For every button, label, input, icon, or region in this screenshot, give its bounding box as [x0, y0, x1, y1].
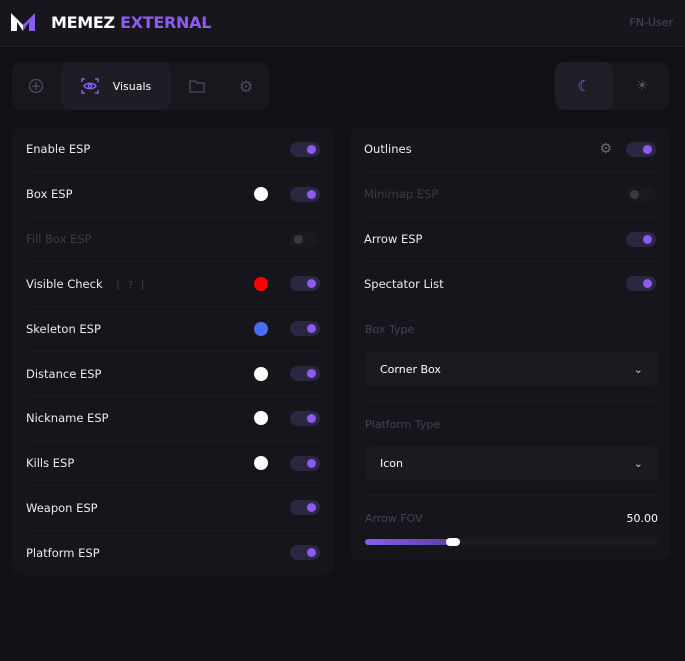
- tab-visuals[interactable]: Visuals: [61, 62, 171, 110]
- setting-row-weapon-esp: Weapon ESP: [26, 485, 320, 529]
- toggle-switch[interactable]: [290, 321, 320, 337]
- toggle-switch[interactable]: [290, 276, 320, 292]
- setting-row-visible-check: Visible Check [ ? ]: [26, 261, 320, 305]
- setting-row-box-esp: Box ESP: [26, 171, 320, 216]
- setting-label-wrap: Visible Check [ ? ]: [26, 277, 254, 291]
- setting-label: Kills ESP: [26, 456, 75, 471]
- platform-type-value: Icon: [380, 456, 403, 470]
- toggle-switch[interactable]: [290, 545, 320, 561]
- toggle-switch[interactable]: [290, 500, 320, 516]
- toggle-switch[interactable]: [626, 276, 656, 292]
- setting-row-fill-box-esp: Fill Box ESP: [26, 216, 320, 261]
- box-type-dropdown[interactable]: Corner Box ⌄: [365, 352, 658, 386]
- app-title: MEMEZ EXTERNAL: [51, 13, 211, 32]
- eye-icon: [81, 78, 99, 94]
- divider: [365, 495, 658, 496]
- platform-type-label: Platform Type: [365, 418, 441, 431]
- arrow-fov-label: Arrow FOV: [365, 512, 423, 525]
- toggle-switch[interactable]: [290, 231, 320, 247]
- color-picker[interactable]: [254, 366, 268, 381]
- arrow-fov-value: 50.00: [626, 512, 659, 525]
- setting-row-distance-esp: Distance ESP: [26, 351, 320, 395]
- color-picker[interactable]: [254, 411, 268, 426]
- chevron-down-icon: ⌄: [633, 362, 643, 376]
- toggle-switch[interactable]: [626, 231, 656, 247]
- brand-part2: EXTERNAL: [120, 13, 212, 32]
- left-panel: Enable ESP Box ESP Fill Box ESP Visible Che…: [12, 127, 334, 575]
- toggle-switch[interactable]: [626, 186, 656, 202]
- tab-configs[interactable]: [175, 62, 219, 110]
- setting-label: Platform ESP: [26, 545, 100, 560]
- setting-label: Arrow ESP: [364, 232, 423, 247]
- tab-settings[interactable]: ⚙: [224, 62, 268, 110]
- setting-label: Skeleton ESP: [26, 321, 101, 336]
- username: FN-User: [629, 16, 673, 29]
- toggle-switch[interactable]: [290, 366, 320, 381]
- setting-label: Minimap ESP: [364, 187, 439, 202]
- setting-row-spectator-list: Spectator List: [364, 261, 656, 305]
- box-type-label: Box Type: [365, 323, 415, 336]
- box-type-value: Corner Box: [380, 362, 441, 376]
- chevron-down-icon: ⌄: [633, 456, 643, 470]
- tab-label: Visuals: [112, 79, 152, 93]
- setting-label: Distance ESP: [26, 366, 102, 381]
- setting-row-arrow-esp: Arrow ESP: [364, 216, 656, 261]
- logo: [11, 13, 35, 31]
- setting-label: Outlines: [364, 142, 412, 156]
- setting-label: Visible Check: [26, 276, 103, 291]
- header: MEMEZ EXTERNAL FN-User: [0, 0, 685, 47]
- sun-icon: ☀: [635, 78, 649, 94]
- folder-icon: [189, 80, 205, 93]
- crosshair-icon: [28, 78, 44, 94]
- moon-icon: ☾: [577, 77, 591, 95]
- right-panel: Box Type Corner Box ⌄ Platform Type Icon ⌄…: [350, 127, 670, 561]
- tab-bar: Visuals ⚙: [12, 62, 270, 110]
- arrow-fov-slider[interactable]: [365, 538, 658, 546]
- toggle-switch[interactable]: [290, 141, 320, 157]
- slider-thumb[interactable]: [445, 538, 460, 546]
- setting-row-enable-esp: Enable ESP: [26, 127, 320, 171]
- tab-aimbot[interactable]: [12, 62, 60, 110]
- setting-row-platform-esp: Platform ESP: [26, 530, 320, 574]
- setting-row-nickname-esp: Nickname ESP: [26, 395, 320, 440]
- platform-type-dropdown[interactable]: Icon ⌄: [365, 446, 658, 480]
- theme-switch: ☾ ☀: [555, 62, 670, 110]
- setting-label: Spectator List: [364, 276, 444, 291]
- toggle-switch[interactable]: [290, 410, 320, 426]
- slider-fill: [365, 539, 453, 545]
- setting-label: Nickname ESP: [26, 411, 109, 426]
- setting-label: Box ESP: [26, 187, 73, 202]
- brand-part1: MEMEZ: [51, 13, 115, 32]
- setting-row-outlines: Outlines ⚙: [364, 127, 656, 171]
- setting-label: Fill Box ESP: [26, 232, 92, 247]
- divider: [365, 401, 658, 402]
- setting-label: Weapon ESP: [26, 500, 98, 515]
- setting-row-skeleton-esp: Skeleton ESP: [26, 306, 320, 350]
- toggle-switch[interactable]: [290, 186, 320, 202]
- setting-row-minimap-esp: Minimap ESP: [364, 171, 656, 216]
- help-icon[interactable]: [ ? ]: [116, 279, 147, 291]
- light-theme-button[interactable]: ☀: [613, 62, 671, 110]
- color-picker[interactable]: [254, 276, 268, 291]
- color-picker[interactable]: [254, 456, 268, 471]
- toggle-switch[interactable]: [290, 455, 320, 471]
- gear-icon[interactable]: ⚙: [599, 141, 612, 157]
- color-picker[interactable]: [254, 321, 268, 336]
- dark-theme-button[interactable]: ☾: [555, 62, 613, 110]
- setting-label: Enable ESP: [26, 142, 91, 156]
- setting-row-kills-esp: Kills ESP: [26, 440, 320, 485]
- toggle-switch[interactable]: [626, 141, 656, 157]
- color-picker[interactable]: [254, 187, 268, 202]
- gear-icon: ⚙: [238, 76, 254, 96]
